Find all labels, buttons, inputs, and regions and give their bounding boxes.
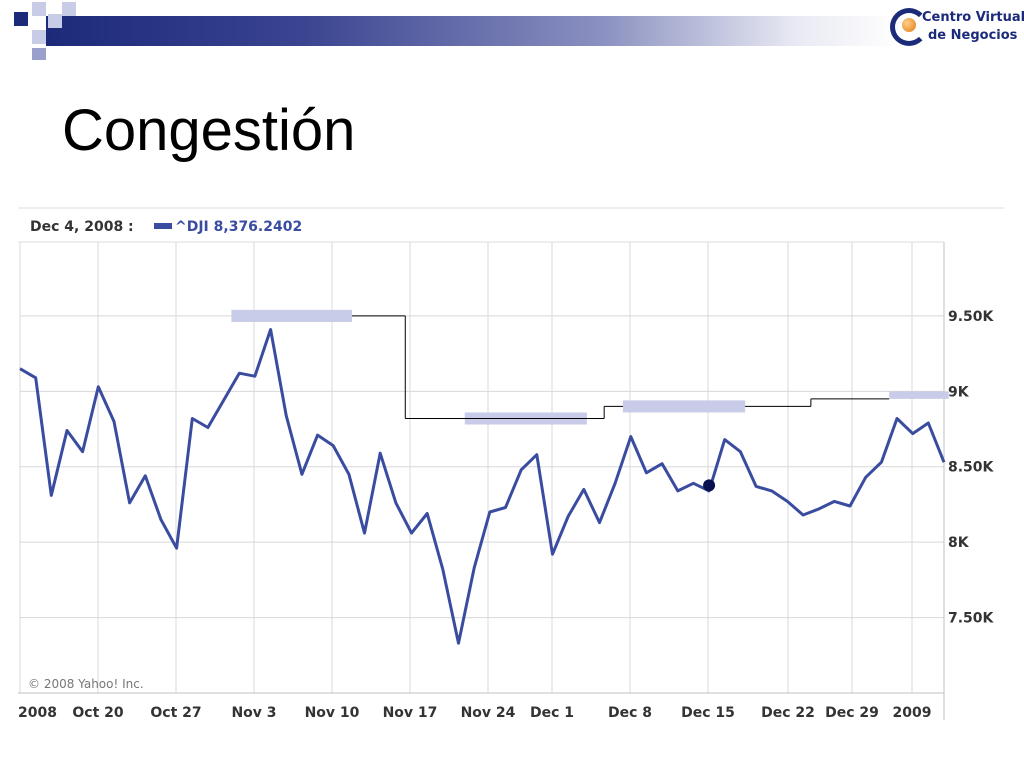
congestion-zone bbox=[231, 309, 353, 322]
x-tick-label: Nov 24 bbox=[461, 705, 516, 721]
y-tick-label: 7.50K bbox=[948, 611, 995, 627]
logo-line2: de Negocios bbox=[928, 28, 1018, 43]
deco-square bbox=[32, 2, 46, 16]
deco-square bbox=[32, 30, 46, 44]
congestion-zone bbox=[889, 391, 949, 399]
copyright-text: © 2008 Yahoo! Inc. bbox=[28, 677, 144, 691]
y-axis-labels: 9.50K 9K 8.50K 8K 7.50K bbox=[948, 309, 995, 627]
x-tick-label: 2008 bbox=[18, 705, 57, 721]
x-tick-label: Dec 15 bbox=[681, 705, 735, 721]
x-axis-labels: 2008 Oct 20 Oct 27 Nov 3 Nov 10 Nov 17 Nov 24 D… bbox=[18, 705, 931, 721]
legend-label: ^DJI 8,376.2402 bbox=[175, 219, 302, 235]
y-tick-label: 8.50K bbox=[948, 460, 995, 476]
header-date: Dec 4, 2008 : bbox=[30, 219, 134, 235]
dji-series-line bbox=[19, 328, 946, 645]
y-tick-label: 9K bbox=[948, 384, 970, 400]
resistance-line bbox=[352, 315, 890, 419]
x-tick-label: 2009 bbox=[893, 705, 932, 721]
gradient-bar bbox=[46, 16, 900, 46]
deco-square bbox=[14, 12, 28, 26]
stock-chart: 9.50K 9K 8.50K 8K 7.50K 2008 Oct 20 Oct 27 Nov … bbox=[18, 207, 1018, 721]
y-tick-label: 9.50K bbox=[948, 309, 995, 325]
slide-title: Congestión bbox=[62, 98, 356, 163]
header-decoration bbox=[0, 0, 1024, 60]
x-tick-label: Dec 29 bbox=[825, 705, 879, 721]
x-tick-label: Dec 1 bbox=[530, 705, 574, 721]
logo-c-icon bbox=[890, 8, 928, 46]
deco-square bbox=[32, 48, 46, 60]
congestion-zone bbox=[622, 400, 746, 413]
y-tick-label: 8K bbox=[948, 535, 970, 551]
deco-square bbox=[62, 2, 76, 16]
highlight-point[interactable] bbox=[703, 479, 716, 492]
x-tick-label: Nov 10 bbox=[305, 705, 360, 721]
x-tick-label: Nov 3 bbox=[231, 705, 276, 721]
x-tick-label: Oct 27 bbox=[150, 705, 201, 721]
deco-square bbox=[48, 14, 62, 28]
x-tick-label: Dec 8 bbox=[608, 705, 652, 721]
x-tick-label: Dec 22 bbox=[761, 705, 815, 721]
x-tick-label: Oct 20 bbox=[72, 705, 124, 721]
logo-dot-icon bbox=[902, 18, 916, 32]
chart-frame bbox=[18, 208, 1018, 720]
company-logo: Centro Virtual de Negocios bbox=[888, 4, 1024, 48]
legend-swatch bbox=[154, 223, 172, 229]
logo-line1: Centro Virtual bbox=[922, 10, 1024, 25]
x-tick-label: Nov 17 bbox=[383, 705, 438, 721]
